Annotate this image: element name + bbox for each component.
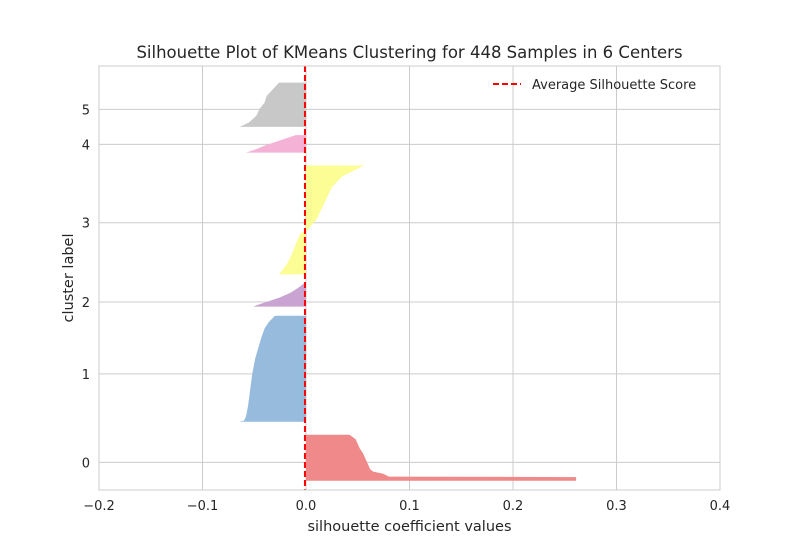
cluster-1-area (238, 315, 306, 422)
legend-entry-average: Average Silhouette Score (532, 78, 696, 93)
chart-title: Silhouette Plot of KMeans Clustering for… (136, 43, 682, 62)
y-axis-label: cluster label (61, 234, 77, 323)
grid (98, 66, 721, 490)
y-tick-label: 5 (82, 103, 90, 118)
x-tick-label: 0.1 (399, 499, 420, 514)
x-tick-label: 0.0 (296, 499, 317, 514)
x-tick-label: 0.3 (606, 499, 627, 514)
x-tick-label: −0.2 (83, 499, 115, 514)
y-tick-label: 1 (82, 368, 90, 383)
y-tick-labels: 0 1 2 3 4 5 (82, 103, 90, 471)
x-axis-label: silhouette coefficient values (307, 519, 511, 535)
y-tick-label: 0 (82, 456, 90, 471)
cluster-3-area (279, 165, 364, 275)
y-tick-label: 2 (82, 296, 90, 311)
x-tick-label: 0.4 (710, 499, 731, 514)
x-tick-label: 0.2 (503, 499, 524, 514)
cluster-areas (238, 82, 577, 481)
cluster-4-area (245, 135, 306, 153)
y-tick-label: 3 (82, 217, 90, 232)
x-tick-labels: −0.2 −0.1 0.0 0.1 0.2 0.3 0.4 (83, 499, 730, 514)
cluster-0-area (306, 434, 577, 481)
plot-frame (98, 65, 721, 491)
cluster-2-area (253, 283, 306, 307)
cluster-5-area (239, 82, 306, 127)
x-tick-label: −0.1 (187, 499, 219, 514)
y-tick-label: 4 (82, 138, 90, 153)
legend: Average Silhouette Score (493, 78, 696, 93)
